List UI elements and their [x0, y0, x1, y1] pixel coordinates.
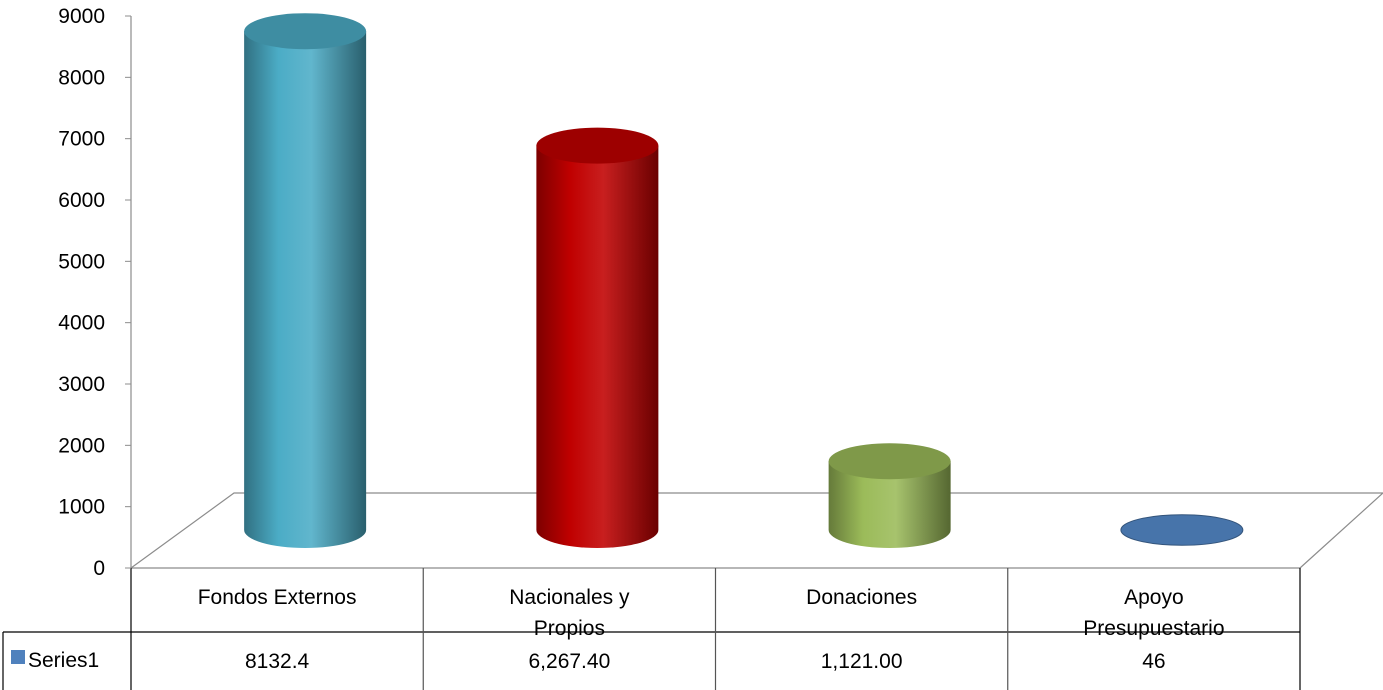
- y-axis-ticks: 0 1000 2000 3000 4000 5000 6000 7000 8000 9000: [58, 5, 131, 580]
- data-table-value: 6,267.40: [529, 650, 611, 673]
- bar-body: [536, 145, 659, 548]
- bar-body: [828, 461, 951, 548]
- y-tick-label: 9000: [58, 5, 105, 28]
- y-tick-label: 0: [93, 557, 105, 580]
- legend-series-name: Series1: [28, 649, 99, 672]
- y-tick-label: 7000: [58, 128, 105, 151]
- axes-layer: [130, 16, 1383, 569]
- bar-top: [536, 127, 659, 164]
- bar-2: [828, 443, 951, 548]
- data-table: Fondos Externos Nacionales y Propios Donaci…: [2, 567, 1301, 690]
- y-tick-label: 4000: [58, 312, 105, 335]
- bar-top: [1120, 514, 1244, 546]
- y-tick-label: 1000: [58, 496, 105, 519]
- y-tick-label: 2000: [58, 434, 105, 457]
- y-tick-label: 3000: [58, 373, 105, 396]
- data-table-value: 8132.4: [245, 650, 310, 673]
- bar-1: [536, 127, 659, 548]
- category-label: Apoyo Presupuestario: [1083, 586, 1224, 640]
- y-tick-label: 6000: [58, 189, 105, 212]
- category-label: Donaciones: [806, 586, 917, 609]
- y-tick-label: 5000: [58, 250, 105, 273]
- bars-layer: [244, 13, 1244, 549]
- bar-3: [1120, 514, 1244, 546]
- floor-outline: [130, 492, 1383, 569]
- legend-swatch: [11, 650, 25, 664]
- bar-body: [244, 31, 367, 549]
- bar-0: [244, 13, 367, 549]
- category-label: Fondos Externos: [198, 586, 357, 609]
- y-tick-label: 8000: [58, 66, 105, 89]
- category-label: Nacionales y Propios: [509, 586, 630, 640]
- data-table-value: 1,121.00: [821, 650, 903, 673]
- bar-top: [244, 13, 367, 50]
- bar-top: [828, 443, 951, 480]
- data-table-value: 46: [1142, 650, 1165, 673]
